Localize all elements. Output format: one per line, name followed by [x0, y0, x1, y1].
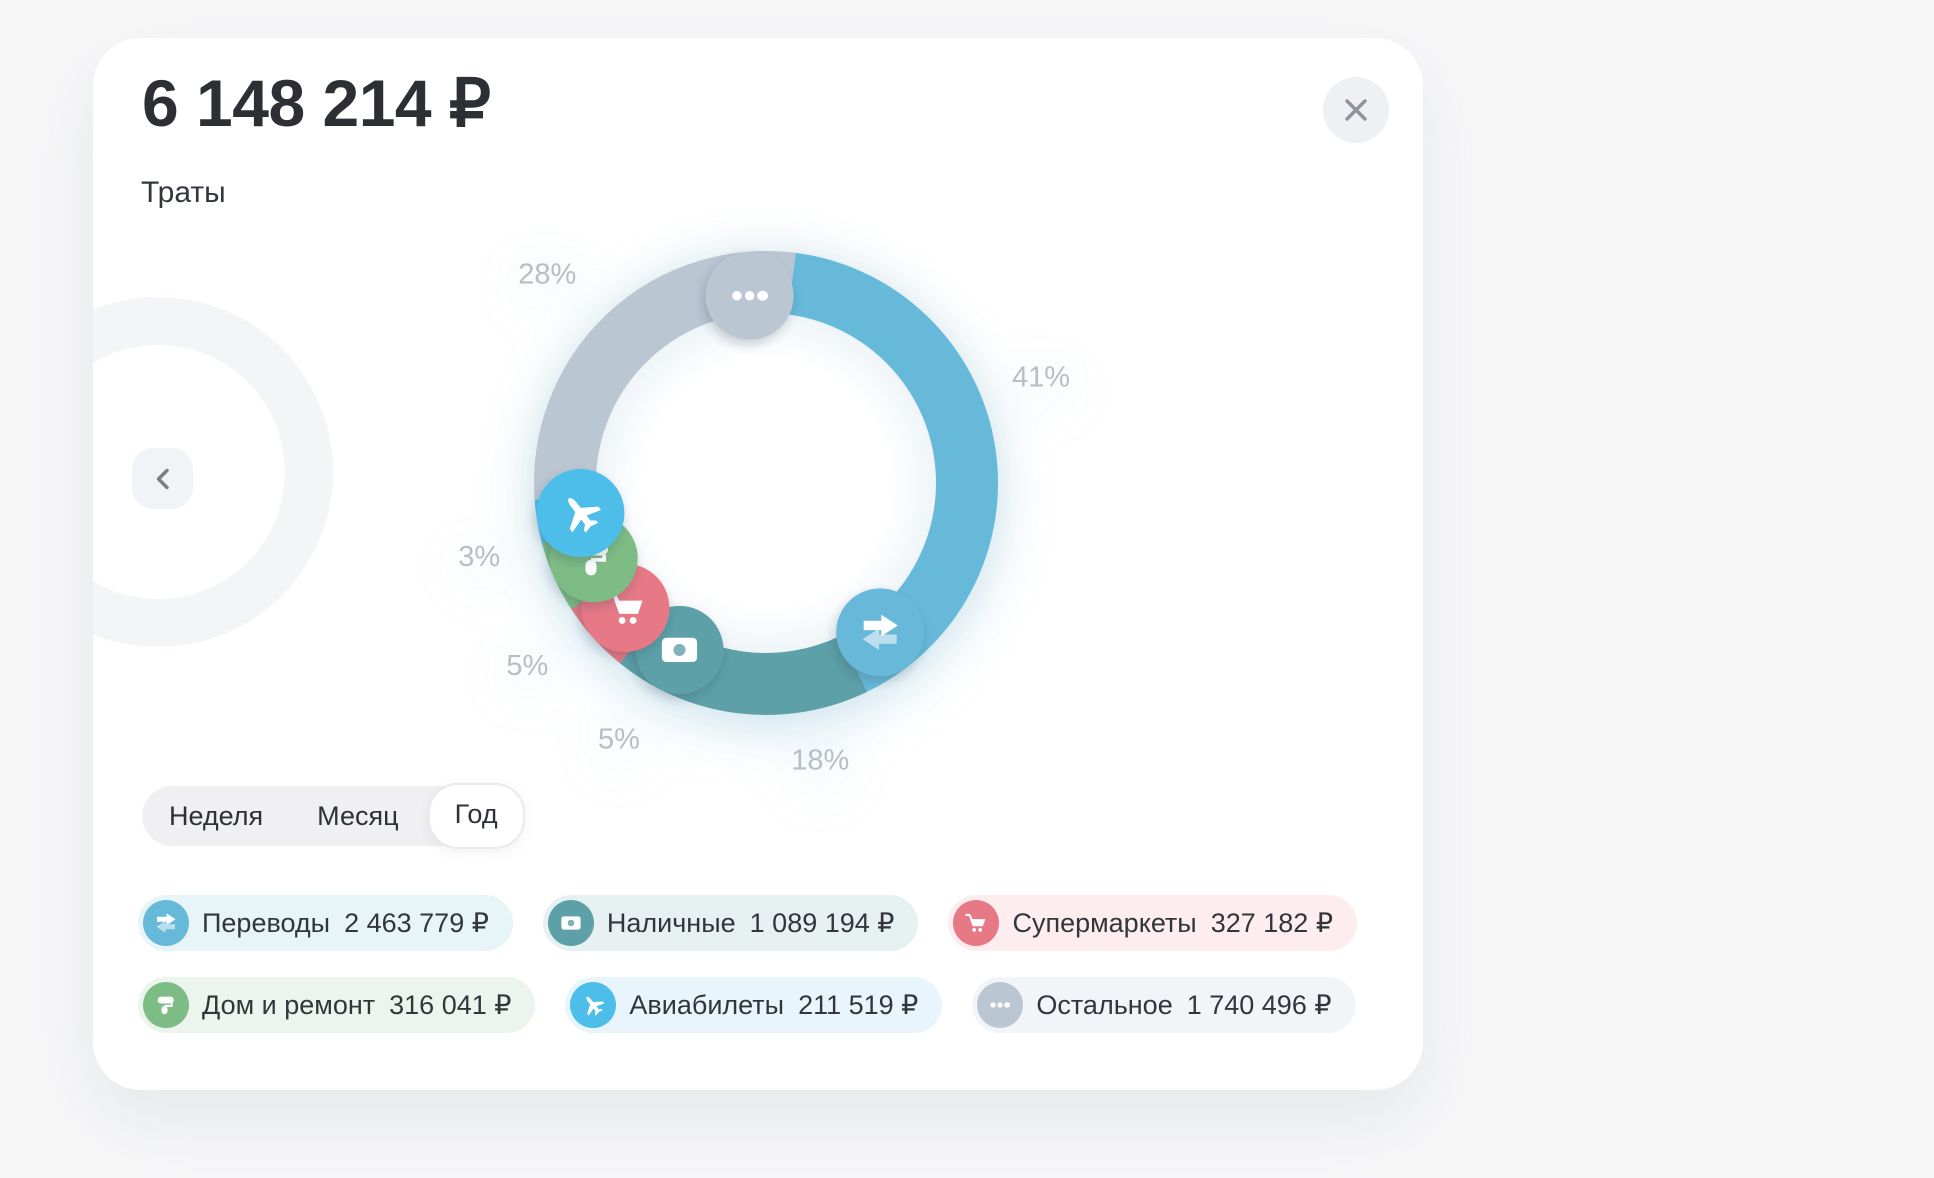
legend-amount: 327 182 ₽ [1210, 907, 1333, 938]
legend-label: Дом и ремонт [202, 989, 376, 1020]
legend-amount: 211 519 ₽ [798, 989, 919, 1020]
legend-chip-5[interactable]: Остальное 1 740 496 ₽ [972, 977, 1356, 1033]
category-legend: Переводы 2 463 779 ₽ Наличные 1 089 194 … [138, 895, 1357, 1033]
period-tabs: Неделя Месяц Год [142, 783, 525, 849]
legend-label: Супермаркеты [1012, 907, 1197, 938]
transfer-icon [143, 900, 189, 946]
percent-label: 28% [518, 258, 576, 290]
tab-week[interactable]: Неделя [169, 801, 264, 831]
cash-icon [547, 900, 594, 946]
legend-label: Авиабилеты [629, 989, 785, 1020]
chevron-left-icon [151, 467, 175, 491]
percent-label: 18% [791, 745, 849, 777]
close-icon [1343, 97, 1369, 123]
legend-row: Дом и ремонт 316 041 ₽ Авиабилеты 211 51… [138, 977, 1357, 1033]
donut-hole [594, 311, 938, 655]
percent-label: 5% [506, 650, 548, 682]
transfer-icon [836, 588, 925, 677]
plane-icon [570, 982, 617, 1028]
legend-chip-0[interactable]: Переводы 2 463 779 ₽ [138, 895, 513, 951]
percent-label: 5% [598, 724, 640, 756]
tab-month[interactable]: Месяц [317, 801, 399, 831]
plane-icon [536, 469, 625, 558]
legend-amount: 316 041 ₽ [389, 989, 512, 1020]
legend-chip-3[interactable]: Дом и ремонт 316 041 ₽ [138, 977, 536, 1033]
spending-donut-chart: 41% 18% 5% 5% 3% 28% [458, 251, 1070, 777]
legend-label: Переводы [202, 907, 331, 938]
legend-amount: 1 089 194 ₽ [749, 907, 895, 938]
close-button[interactable] [1323, 77, 1389, 143]
previous-chart-preview-ring [93, 297, 333, 647]
total-amount: 6 148 214 ₽ [142, 66, 491, 140]
legend-label: Наличные [606, 907, 736, 938]
dots-icon [705, 251, 794, 340]
legend-amount: 1 740 496 ₽ [1186, 989, 1332, 1020]
percent-label: 41% [1012, 361, 1070, 393]
legend-chip-2[interactable]: Супермаркеты 327 182 ₽ [948, 895, 1357, 951]
legend-row: Переводы 2 463 779 ₽ Наличные 1 089 194 … [138, 895, 1357, 951]
legend-label: Остальное [1036, 989, 1173, 1020]
page-subtitle: Траты [141, 176, 226, 209]
back-button[interactable] [132, 448, 193, 509]
legend-chip-4[interactable]: Авиабилеты 211 519 ₽ [565, 977, 943, 1033]
spending-card: 6 148 214 ₽ Траты [93, 38, 1423, 1090]
legend-amount: 2 463 779 ₽ [344, 907, 489, 938]
legend-chip-1[interactable]: Наличные 1 089 194 ₽ [542, 895, 919, 951]
roller-icon [143, 982, 189, 1028]
dots-icon [977, 982, 1024, 1028]
cart-icon [953, 900, 1000, 946]
percent-label: 3% [458, 541, 500, 573]
tab-year[interactable]: Год [427, 783, 525, 849]
